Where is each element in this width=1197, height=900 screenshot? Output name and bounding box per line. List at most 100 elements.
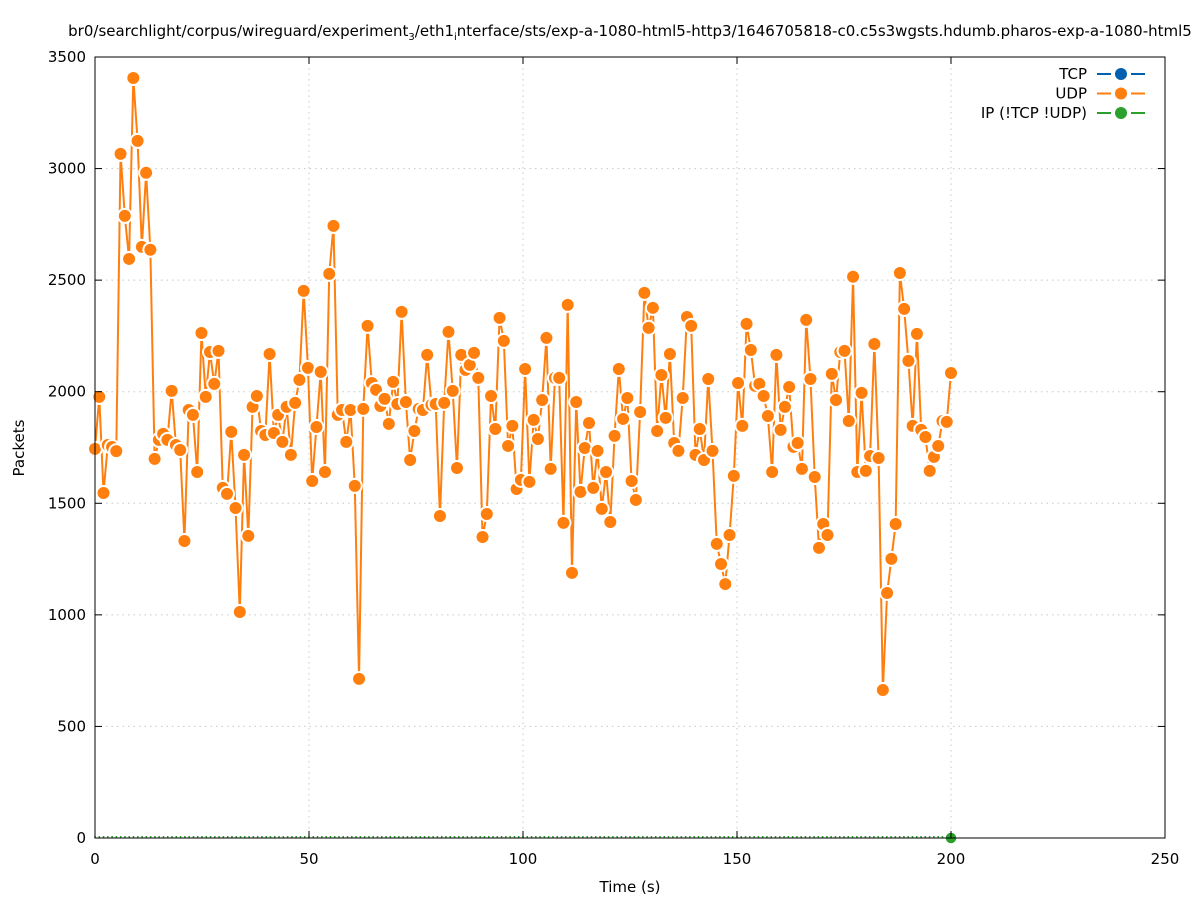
udp-point: [870, 449, 887, 466]
plot-border: [94, 56, 1166, 839]
udp-point: [840, 412, 857, 429]
udp-point: [883, 550, 900, 567]
x-axis-label: Time (s): [599, 878, 661, 896]
udp-point: [891, 265, 908, 282]
udp-point: [325, 217, 342, 234]
udp-point: [943, 364, 959, 381]
udp-point: [338, 433, 355, 450]
udp-point: [853, 384, 870, 401]
udp-point: [810, 539, 827, 556]
udp-point: [223, 423, 240, 440]
legend-marker: [1115, 68, 1127, 80]
udp-point: [738, 315, 755, 332]
udp-point: [227, 499, 244, 516]
udp-point: [802, 370, 819, 387]
udp-point: [419, 346, 436, 363]
udp-point: [291, 371, 308, 388]
udp-point: [670, 442, 687, 459]
udp-point: [402, 451, 419, 468]
udp-point: [789, 435, 806, 452]
udp-point: [819, 526, 836, 543]
udp-line: [94, 77, 952, 691]
udp-point: [555, 514, 572, 531]
udp-point: [755, 387, 772, 404]
udp-point: [210, 342, 227, 359]
y-tick-label: 2500: [48, 271, 86, 289]
udp-point: [138, 164, 155, 181]
udp-point: [602, 514, 619, 531]
udp-point: [466, 344, 483, 361]
udp-point: [623, 472, 640, 489]
legend-label: UDP: [1055, 85, 1087, 103]
udp-point: [700, 370, 717, 387]
udp-point: [406, 422, 423, 439]
x-tick-label: 150: [723, 850, 752, 868]
udp-point: [691, 420, 708, 437]
udp-point: [644, 299, 661, 316]
udp-point: [474, 528, 491, 545]
udp-point: [312, 363, 329, 380]
udp-point: [742, 341, 759, 358]
title-subscript: i: [454, 32, 457, 43]
udp-point: [189, 464, 206, 481]
udp-point: [248, 387, 265, 404]
udp-point: [593, 500, 610, 517]
udp-point: [887, 516, 904, 533]
udp-point: [798, 311, 815, 328]
udp-point: [176, 532, 193, 549]
udp-point: [781, 379, 798, 396]
udp-point: [772, 421, 789, 438]
udp-point: [661, 346, 678, 363]
udp-point: [295, 282, 312, 299]
udp-point: [764, 464, 781, 481]
udp-point: [287, 394, 304, 411]
udp-point: [896, 300, 913, 317]
udp-point: [172, 441, 189, 458]
udp-point: [504, 417, 521, 434]
udp-point: [640, 319, 657, 336]
udp-point: [806, 468, 823, 485]
udp-point: [683, 317, 700, 334]
title-part: br0/searchlight/corpus/wireguard/experim…: [68, 22, 408, 40]
udp-point: [619, 389, 636, 406]
udp-point: [500, 437, 517, 454]
udp-point: [793, 460, 810, 477]
udp-point: [316, 464, 333, 481]
udp-point: [542, 460, 559, 477]
udp-point: [487, 420, 504, 437]
title-part: /eth1: [415, 22, 454, 40]
x-tick-label: 50: [299, 850, 318, 868]
udp-point: [261, 346, 278, 363]
udp-point: [112, 145, 129, 162]
axis-ticks: 0 50 100 150 200 2500500100015002000250030003…: [48, 48, 1180, 868]
x-tick-label: 250: [1151, 850, 1180, 868]
udp-point: [917, 429, 934, 446]
udp-point: [521, 473, 538, 490]
udp-point: [385, 373, 402, 390]
udp-point: [704, 442, 721, 459]
udp-point: [193, 325, 210, 342]
udp-point: [938, 413, 955, 430]
title-subscript: 3: [408, 32, 414, 43]
udp-point: [483, 387, 500, 404]
udp-point: [393, 303, 410, 320]
udp-point: [304, 472, 321, 489]
udp-point: [431, 508, 448, 525]
udp-point: [517, 360, 534, 377]
udp-point: [708, 535, 725, 552]
udp-point: [380, 415, 397, 432]
udp-point: [606, 427, 623, 444]
legend-marker: [1115, 107, 1127, 119]
udp-point: [674, 389, 691, 406]
y-tick-label: 0: [76, 829, 86, 847]
udp-point: [91, 388, 108, 405]
y-axis-label: Packets: [10, 419, 28, 476]
x-tick-label: 100: [509, 850, 538, 868]
udp-point: [125, 69, 142, 86]
udp-point: [538, 329, 555, 346]
udp-point: [610, 360, 627, 377]
x-tick-label: 200: [937, 850, 966, 868]
udp-point: [236, 446, 253, 463]
